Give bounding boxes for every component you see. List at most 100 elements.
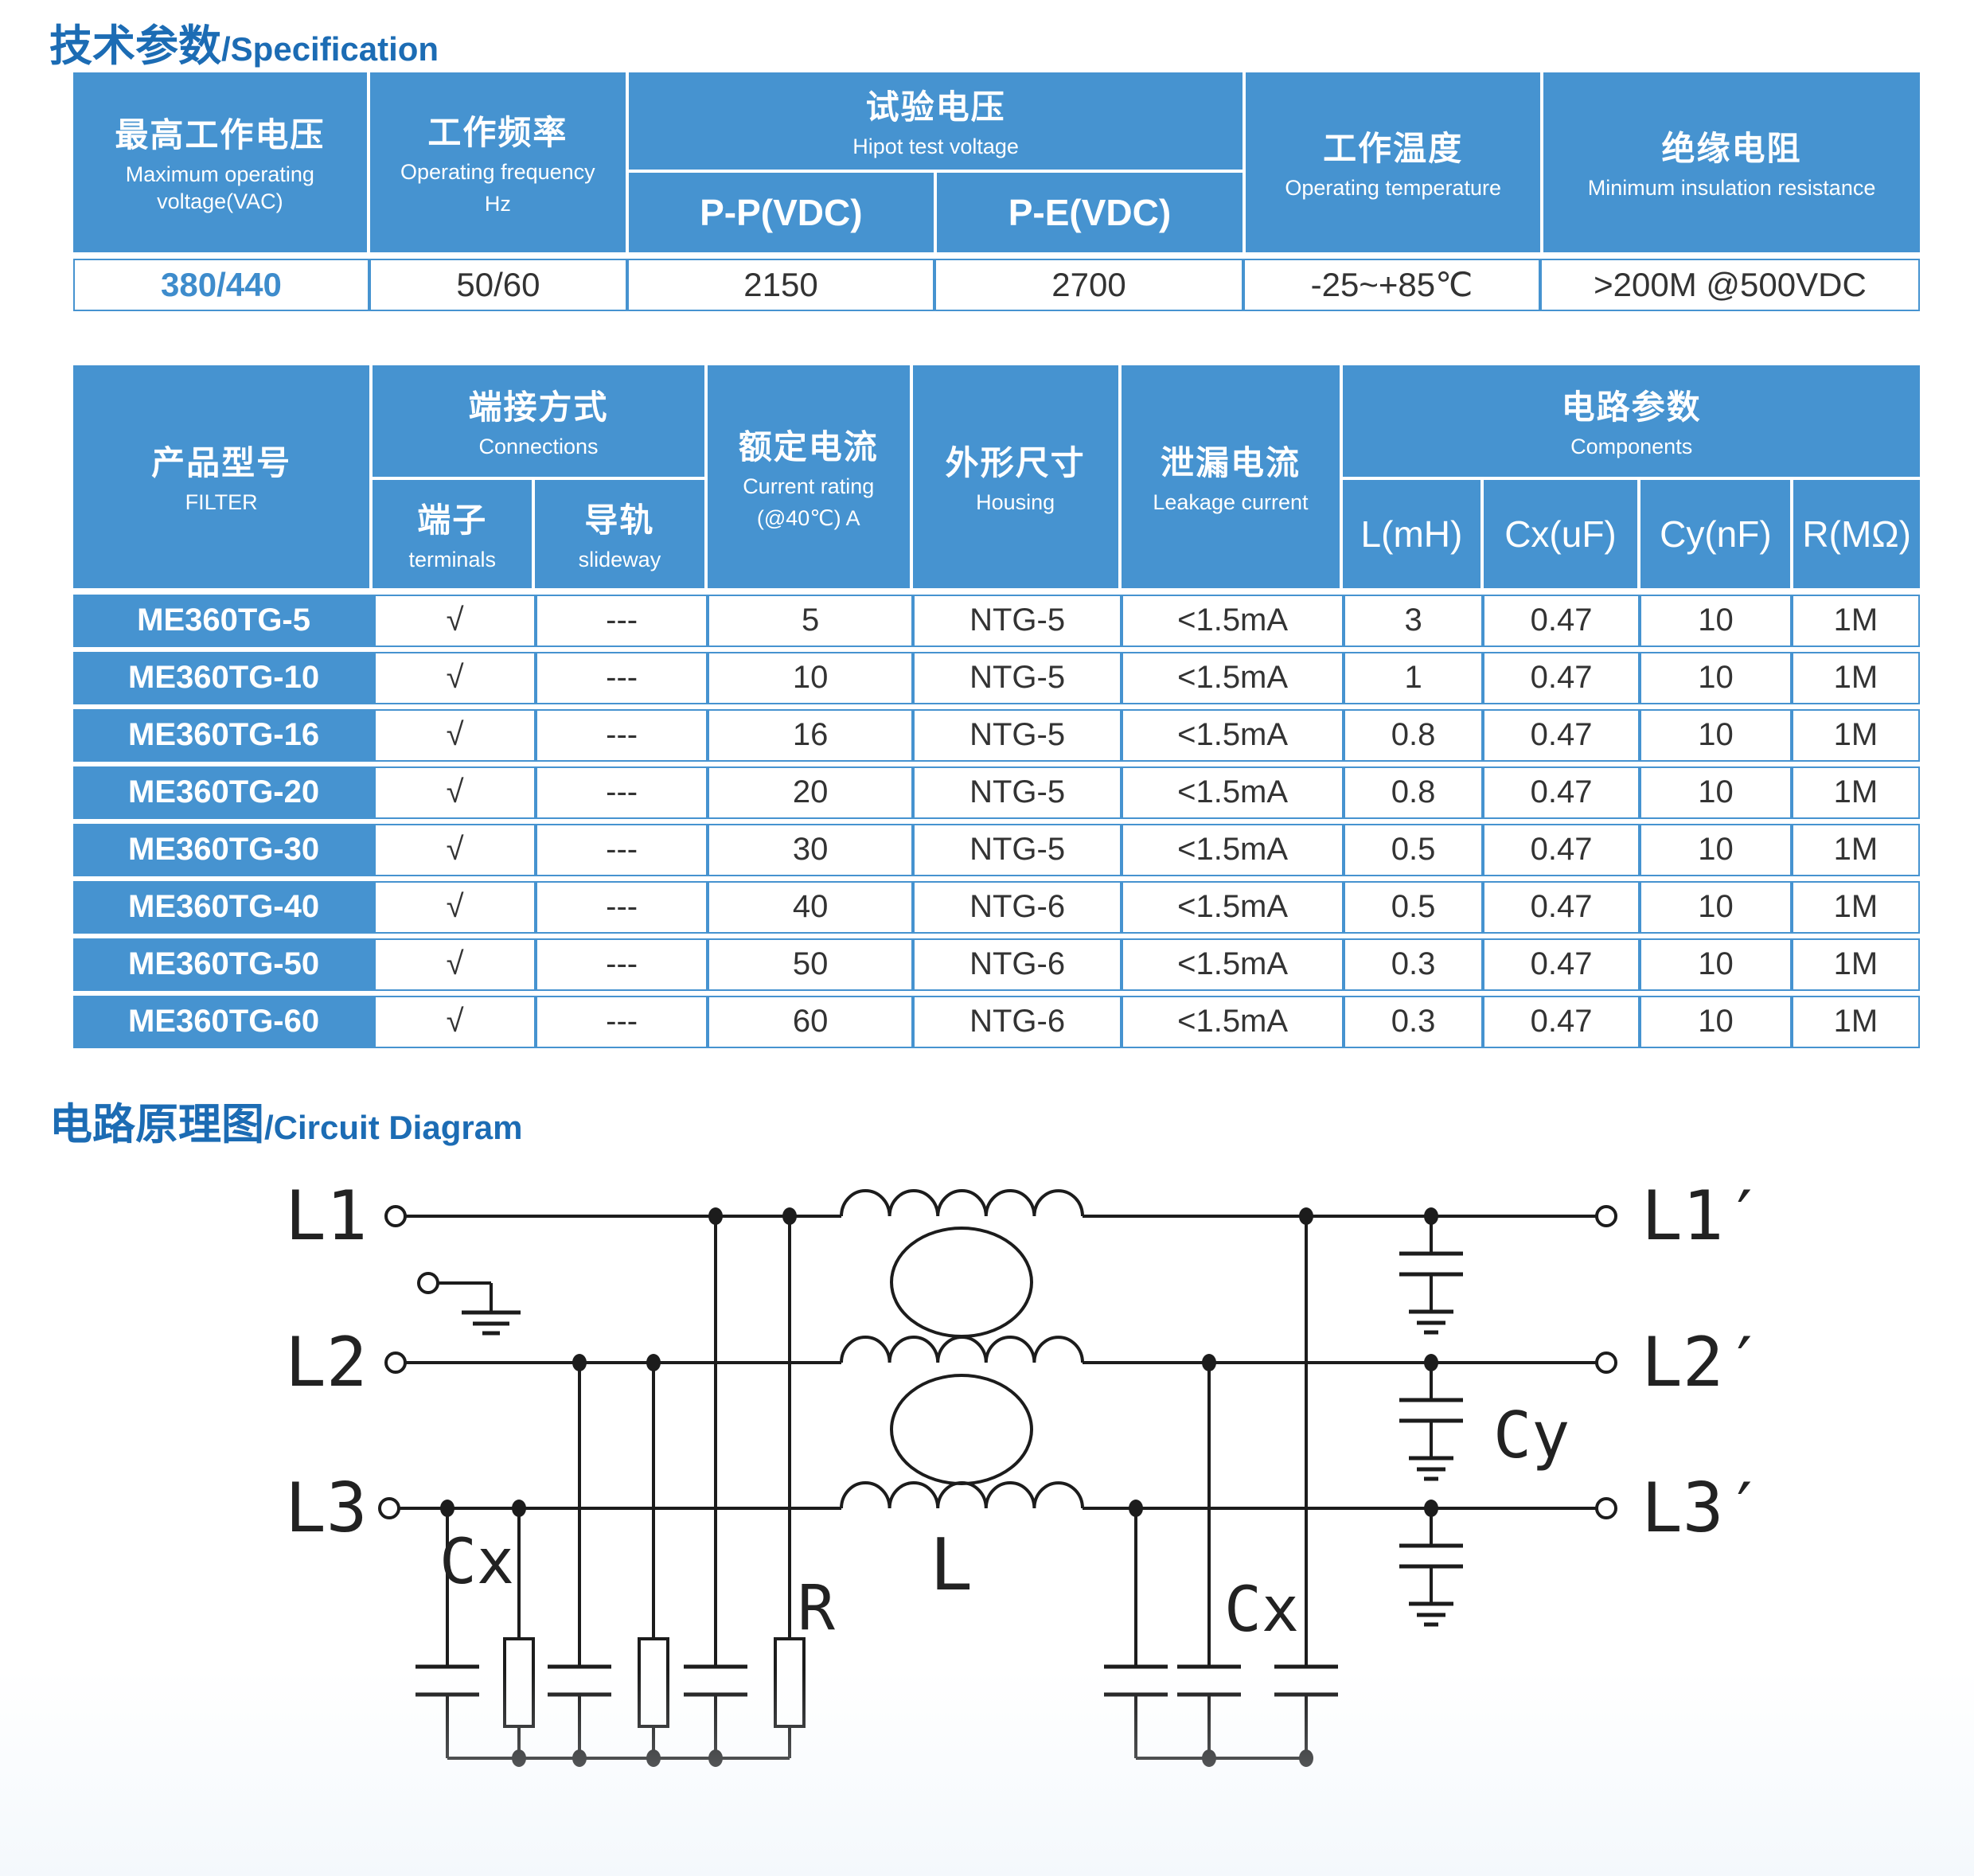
- r-value-cell: 1M: [1791, 708, 1920, 762]
- spec-cell: 2700: [934, 258, 1243, 311]
- housing-cell: NTG-6: [913, 995, 1122, 1048]
- label-cy: Cy: [1493, 1398, 1570, 1472]
- housing-cell: NTG-5: [913, 708, 1122, 762]
- cx-value-cell: 0.47: [1483, 651, 1640, 704]
- spec-section-title: 技术参数/Specification: [49, 24, 1974, 69]
- model-name-cell: ME360TG-40: [73, 880, 375, 934]
- r-value-cell: 1M: [1791, 995, 1920, 1048]
- cx-value-cell: 0.47: [1483, 823, 1640, 876]
- inductor-l3-coil: [840, 1481, 1084, 1509]
- model-row: ME360TG-40 √ --- 40 NTG-6 <1.5mA 0.5 0.4…: [73, 880, 1920, 934]
- model-row: ME360TG-10 √ --- 10 NTG-5 <1.5mA 1 0.47 …: [73, 651, 1920, 704]
- label-cx-right: Cx: [1224, 1574, 1299, 1646]
- r-value-cell: 1M: [1791, 594, 1920, 647]
- l-value-cell: 0.8: [1344, 708, 1484, 762]
- terminals-check-cell: √: [374, 651, 536, 704]
- slideway-cell: ---: [536, 938, 708, 991]
- header-product-model: 产品型号 FILTER: [73, 365, 370, 588]
- cy-value-cell: 10: [1640, 708, 1792, 762]
- header-frequency: 工作频率 Operating frequency Hz: [369, 72, 626, 252]
- cx6-capacitor-icon: [1274, 1664, 1338, 1697]
- current-cell: 16: [708, 708, 914, 762]
- model-name-cell: ME360TG-50: [73, 938, 375, 991]
- spec-row: 380/440 50/60 2150 2700 -25~+85℃ >200M @…: [73, 258, 1920, 311]
- l-value-cell: 0.5: [1344, 823, 1484, 876]
- header-temperature: 工作温度 Operating temperature: [1246, 72, 1541, 252]
- l-value-cell: 1: [1344, 651, 1484, 704]
- slideway-cell: ---: [536, 651, 708, 704]
- r1-resistor-icon: [503, 1637, 535, 1729]
- spec-cell: -25~+85℃: [1243, 258, 1540, 311]
- r-value-cell: 1M: [1791, 651, 1920, 704]
- l-value-cell: 0.3: [1344, 995, 1484, 1048]
- current-cell: 40: [708, 880, 914, 934]
- r-value-cell: 1M: [1791, 823, 1920, 876]
- header-current-rating: 额定电流 Current rating (@40℃) A: [707, 365, 910, 588]
- header-max-voltage: 最高工作电压 Maximum operating voltage(VAC): [73, 72, 367, 252]
- circuit-title-en: /Circuit Diagram: [264, 1108, 523, 1146]
- choke-core-bottom-icon: [890, 1374, 1033, 1486]
- earth-ground-icon: [462, 1310, 521, 1336]
- header-r-mohm: R(MΩ): [1793, 479, 1920, 588]
- header-cy-nf: Cy(nF): [1640, 479, 1791, 588]
- leakage-cell: <1.5mA: [1122, 708, 1344, 762]
- housing-cell: NTG-5: [913, 766, 1122, 819]
- housing-cell: NTG-6: [913, 938, 1122, 991]
- cy2-ground-icon: [1409, 1456, 1453, 1481]
- spec-cell: 380/440: [73, 258, 369, 311]
- terminals-check-cell: √: [374, 708, 536, 762]
- header-housing: 外形尺寸 Housing: [912, 365, 1118, 588]
- label-l2-out: L2′: [1641, 1323, 1765, 1402]
- housing-cell: NTG-5: [913, 823, 1122, 876]
- cy-value-cell: 10: [1640, 766, 1792, 819]
- inductor-l2-coil: [840, 1336, 1084, 1363]
- leakage-cell: <1.5mA: [1122, 651, 1344, 704]
- header-pp-vdc: P-P(VDC): [628, 172, 934, 252]
- current-cell: 5: [708, 594, 914, 647]
- current-cell: 30: [708, 823, 914, 876]
- model-name-cell: ME360TG-30: [73, 823, 375, 876]
- current-cell: 20: [708, 766, 914, 819]
- header-components: 电路参数 Components: [1343, 365, 1920, 477]
- cx2-capacitor-icon: [548, 1664, 611, 1697]
- choke-core-top-icon: [890, 1227, 1033, 1339]
- leakage-cell: <1.5mA: [1122, 880, 1344, 934]
- cy-value-cell: 10: [1640, 651, 1792, 704]
- label-l3-in: L3: [285, 1468, 368, 1548]
- cx-value-cell: 0.47: [1483, 594, 1640, 647]
- model-row: ME360TG-60 √ --- 60 NTG-6 <1.5mA 0.3 0.4…: [73, 995, 1920, 1048]
- label-l3-out: L3′: [1641, 1468, 1765, 1548]
- housing-cell: NTG-5: [913, 651, 1122, 704]
- cy3-ground-icon: [1409, 1601, 1453, 1627]
- circuit-diagram: L1 L2 L3 L1′ L2′ L3′ Cx R L Cx Cy: [285, 1176, 1765, 1768]
- leakage-cell: <1.5mA: [1122, 823, 1344, 876]
- leakage-cell: <1.5mA: [1122, 594, 1344, 647]
- cy-value-cell: 10: [1640, 995, 1792, 1048]
- cx-value-cell: 0.47: [1483, 766, 1640, 819]
- current-cell: 10: [708, 651, 914, 704]
- slideway-cell: ---: [536, 766, 708, 819]
- model-row: ME360TG-16 √ --- 16 NTG-5 <1.5mA 0.8 0.4…: [73, 708, 1920, 762]
- cy-value-cell: 10: [1640, 823, 1792, 876]
- spec-table-body: 380/440 50/60 2150 2700 -25~+85℃ >200M @…: [73, 254, 1920, 316]
- header-slideway: 导轨 slideway: [535, 479, 704, 588]
- terminal-l3-out: [1595, 1497, 1617, 1520]
- earth-lead: [438, 1281, 493, 1313]
- terminal-l3-in: [378, 1497, 400, 1520]
- slideway-cell: ---: [536, 995, 708, 1048]
- terminals-check-cell: √: [374, 995, 536, 1048]
- terminals-check-cell: √: [374, 766, 536, 819]
- leakage-cell: <1.5mA: [1122, 766, 1344, 819]
- header-terminals: 端子 terminals: [373, 479, 533, 588]
- spec-title-cn: 技术参数: [49, 22, 221, 70]
- terminals-check-cell: √: [374, 938, 536, 991]
- slideway-cell: ---: [536, 823, 708, 876]
- spec-cell: >200M @500VDC: [1539, 258, 1920, 311]
- terminal-l1-in: [384, 1205, 407, 1228]
- l-value-cell: 0.3: [1344, 938, 1484, 991]
- spec-cell: 2150: [626, 258, 935, 311]
- l-value-cell: 0.5: [1344, 880, 1484, 934]
- r-value-cell: 1M: [1791, 766, 1920, 819]
- junction-dots: [440, 1207, 1438, 1768]
- terminals-check-cell: √: [374, 880, 536, 934]
